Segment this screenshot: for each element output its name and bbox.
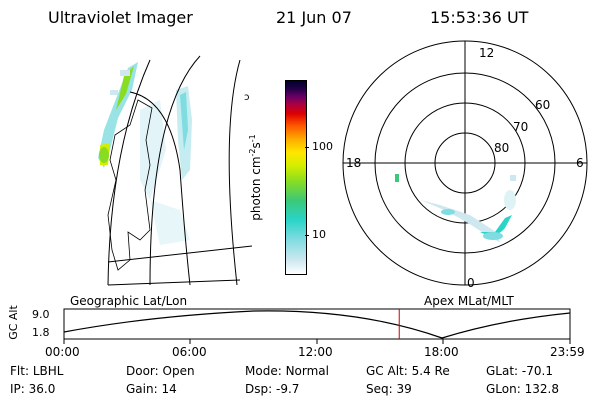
timeline-ytick-1.8: 1.8 (32, 326, 50, 339)
glon-field: GLon: 132.8 (486, 382, 559, 396)
geographic-grid (107, 55, 253, 286)
timeline-xtick-0000: 00:00 (45, 345, 80, 359)
mlt-label-0: 0 (467, 276, 475, 290)
color-scale-bar (285, 80, 307, 275)
seq-field: Seq: 39 (366, 382, 412, 396)
date-label: 21 Jun 07 (276, 8, 352, 27)
ip-field: IP: 36.0 (10, 382, 56, 396)
door-field: Door: Open (126, 364, 195, 378)
lat-label-80: 80 (494, 141, 510, 155)
timeline-xtick-1800: 18:00 (424, 345, 459, 359)
timeline-xtick-2359: 23:59 (550, 345, 585, 359)
timeline-xtick-1200: 12:00 (298, 345, 333, 359)
polar-aurora-emission (395, 174, 516, 242)
mlt-label-6: 6 (576, 156, 584, 170)
geographic-aurora-emission (98, 62, 192, 245)
lat-label-70: 70 (513, 120, 529, 134)
colorbar-tick-mark (305, 147, 309, 148)
timeline-ytick-9: 9.0 (32, 308, 50, 321)
colorbar-tick-10: 10 (312, 228, 326, 241)
altitude-curve (63, 310, 571, 339)
mlt-label-12: 12 (479, 46, 495, 60)
lat-label-60: 60 (535, 98, 551, 112)
colorbar-tick-mark (305, 235, 309, 236)
mlt-label-18: 18 (346, 156, 362, 170)
mode-field: Mode: Normal (245, 364, 329, 378)
timeline-right-caption: Apex MLat/MLT (424, 294, 514, 308)
edge-mark: ↄ (244, 92, 250, 103)
colorbar-tick-100: 100 (312, 140, 333, 153)
timeline-xtick-0600: 06:00 (172, 345, 207, 359)
dsp-field: Dsp: -9.7 (245, 382, 300, 396)
flt-field: Flt: LBHL (10, 364, 64, 378)
gcalt-field: GC Alt: 5.4 Re (366, 364, 450, 378)
timeline-left-caption: Geographic Lat/Lon (70, 294, 188, 308)
coastline-outline (107, 99, 153, 271)
gain-field: Gain: 14 (126, 382, 177, 396)
instrument-title: Ultraviolet Imager (48, 8, 193, 27)
time-label: 15:53:36 UT (430, 8, 529, 27)
glat-field: GLat: -70.1 (486, 364, 553, 378)
